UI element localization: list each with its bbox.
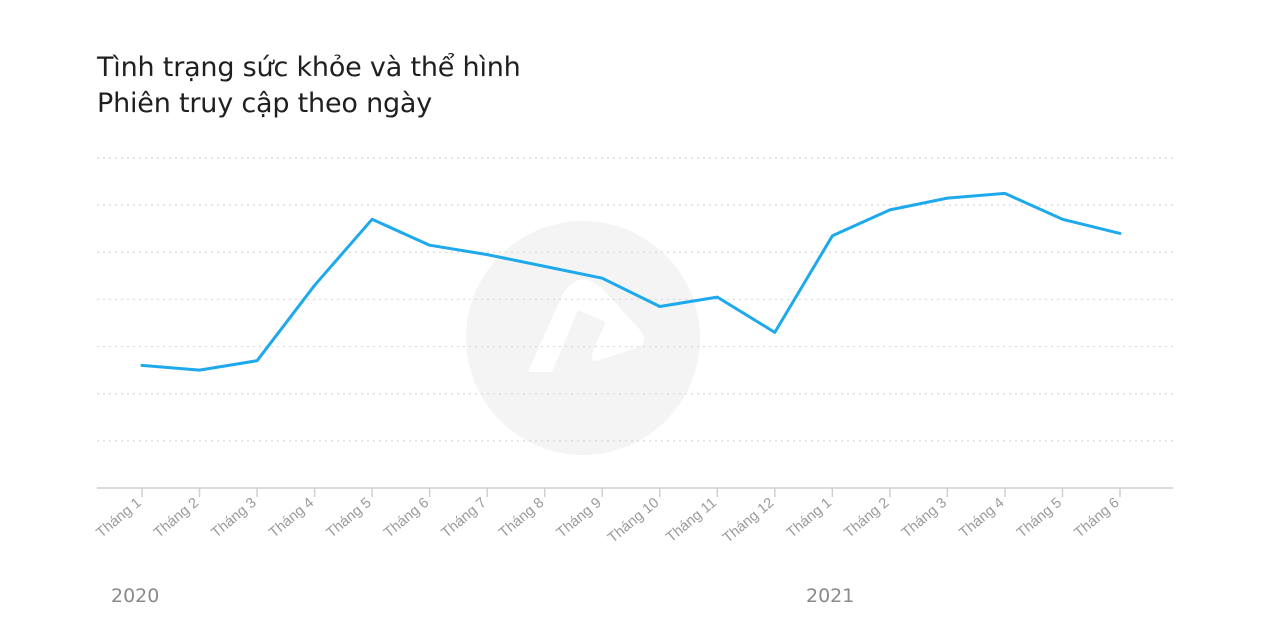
x-tick-label: Tháng 3	[899, 495, 950, 541]
x-tick-label: Tháng 4	[956, 495, 1007, 541]
x-tick-label: Tháng 2	[841, 495, 892, 541]
x-axis-ticks	[141, 488, 1121, 497]
year-label-2020: 2020	[111, 585, 160, 607]
x-tick-label: Tháng 10	[605, 495, 662, 547]
x-tick-label: Tháng 1	[94, 495, 145, 541]
watermark-circle	[466, 221, 700, 455]
watermark-logo	[466, 221, 700, 455]
chart-title-block: Tình trạng sức khỏe và thể hình Phiên tr…	[97, 50, 521, 122]
x-tick-label: Tháng 3	[209, 495, 260, 541]
x-tick-label: Tháng 9	[554, 495, 605, 541]
series-line	[140, 191, 1122, 372]
x-tick-label: Tháng 6	[1072, 495, 1123, 541]
watermark-glyph	[528, 279, 645, 372]
x-axis-labels: Tháng 1 Tháng 2 Tháng 3 Tháng 4 Tháng 5 Tháng…	[94, 495, 1123, 547]
chart-title: Tình trạng sức khỏe và thể hình	[97, 52, 521, 83]
x-tick-label: Tháng 1	[784, 495, 835, 541]
chart-subtitle: Phiên truy cập theo ngày	[97, 88, 433, 119]
x-tick-label: Tháng 12	[720, 495, 777, 547]
x-tick-label: Tháng 11	[663, 495, 719, 546]
year-label-2021: 2021	[806, 585, 855, 607]
x-tick-label: Tháng 7	[439, 495, 490, 541]
x-tick-label: Tháng 6	[381, 495, 432, 541]
x-tick-label: Tháng 5	[324, 495, 375, 541]
x-tick-label: Tháng 5	[1014, 495, 1065, 541]
x-tick-label: Tháng 2	[151, 495, 202, 541]
x-tick-label: Tháng 4	[266, 495, 317, 541]
x-tick-label: Tháng 8	[496, 495, 547, 541]
